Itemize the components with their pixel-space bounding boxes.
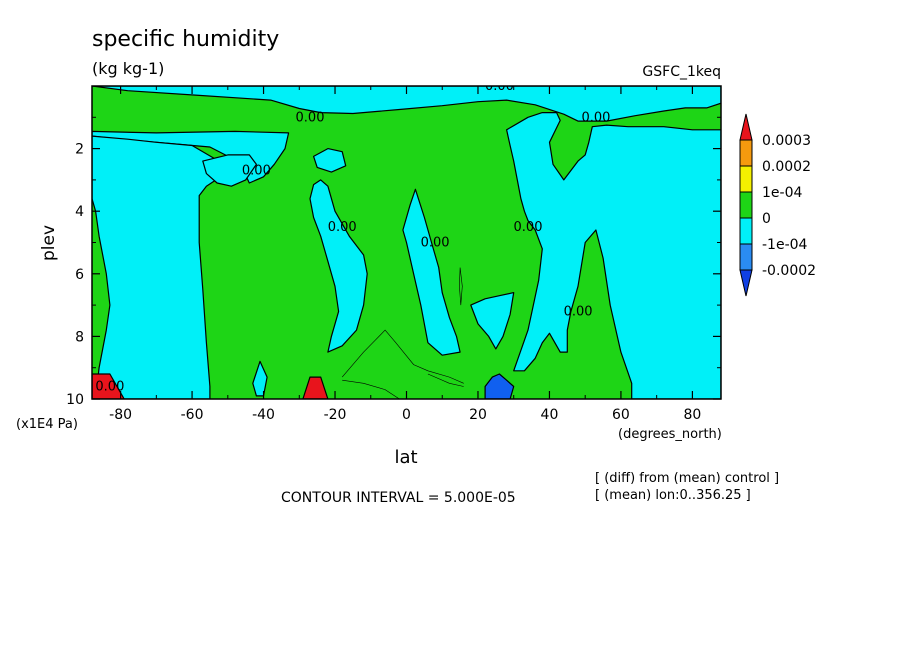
contour-label: 0.00: [328, 220, 357, 235]
contour-regions: [92, 86, 721, 399]
contour-region-negative: [252, 360, 268, 397]
colorbar-top-arrow: [739, 113, 753, 141]
y-tick-label: 6: [75, 267, 84, 283]
x-tick-label: -20: [324, 407, 347, 423]
thin-contour-line: [427, 373, 464, 387]
contour-label: 0.00: [485, 79, 514, 94]
chart-subtitle: (kg kg-1): [92, 59, 164, 78]
x-axis-ticks: -80 -60 -40 -20 0 20 40 60 80: [109, 86, 701, 423]
colorbar-segment: [739, 191, 753, 219]
colorbar-bottom-arrow: [739, 269, 753, 297]
contour-label: 0.00: [581, 110, 610, 125]
x-tick-label: -40: [252, 407, 275, 423]
colorbar-label: 0: [762, 211, 771, 227]
contour-labels: 0.00 0.00 0.00 0.00 0.00 0.00 0.00 0.00 0.00: [95, 79, 610, 394]
y-tick-label: 4: [75, 204, 84, 220]
colorbar-label: 0.0002: [762, 159, 811, 175]
plot-area: 0.00 0.00 0.00 0.00 0.00 0.00 0.00 0.00 0.00: [92, 79, 721, 399]
contour-label: 0.00: [514, 220, 543, 235]
contour-region-negative: [92, 135, 222, 399]
chart-title: specific humidity: [92, 27, 279, 52]
contour-label: 0.00: [242, 164, 271, 179]
y-axis-units: (x1E4 Pa): [16, 417, 78, 432]
contour-region-negative-strong: [484, 373, 515, 399]
thin-contour-lines: [341, 267, 464, 399]
contour-region-negative: [309, 179, 368, 353]
thin-contour-line: [459, 267, 463, 306]
y-tick-label: 8: [75, 329, 84, 345]
x-tick-label: 20: [469, 407, 487, 423]
contour-region-negative: [202, 154, 257, 187]
y-axis-ticks: 2 4 6 8 10: [66, 116, 721, 408]
colorbar-label: -1e-04: [762, 237, 808, 253]
y-tick-label: 10: [66, 392, 84, 408]
thin-contour-line: [342, 379, 400, 399]
x-axis-label: lat: [394, 447, 417, 468]
x-tick-label: 80: [683, 407, 701, 423]
colorbar-label: 0.0003: [762, 133, 811, 149]
contour-label: 0.00: [95, 379, 124, 394]
y-tick-label: 2: [75, 142, 84, 158]
colorbar-segment: [739, 243, 753, 271]
contour-interval: CONTOUR INTERVAL = 5.000E-05: [281, 490, 516, 506]
x-tick-label: 0: [402, 407, 411, 423]
x-tick-label: -60: [181, 407, 204, 423]
note-mean: [ (mean) lon:0..356.25 ]: [595, 488, 751, 503]
colorbar-label: -0.0002: [762, 263, 816, 279]
x-tick-label: -80: [109, 407, 132, 423]
x-axis-units: (degrees_north): [618, 427, 722, 442]
contour-label: 0.00: [296, 110, 325, 125]
contour-region-negative: [402, 188, 461, 356]
thin-contour-line: [341, 329, 464, 384]
colorbar: 0.0003 0.0002 1e-04 0 -1e-04 -0.0002: [739, 113, 816, 297]
contour-region-negative: [470, 292, 515, 350]
contour-region-positive-strong: [302, 376, 329, 399]
x-tick-label: 40: [541, 407, 559, 423]
contour-label: 0.00: [421, 236, 450, 251]
contour-region-negative: [92, 86, 721, 122]
note-diff: [ (diff) from (mean) control ]: [595, 471, 779, 486]
y-axis-label: plev: [39, 225, 59, 261]
x-tick-label: 60: [612, 407, 630, 423]
contour-region-negative: [506, 111, 721, 399]
source-label: GSFC_1keq: [642, 64, 721, 80]
contour-region-negative: [313, 148, 347, 173]
colorbar-label: 1e-04: [762, 185, 802, 201]
colorbar-segment: [739, 139, 753, 167]
colorbar-segment: [739, 217, 753, 245]
contour-label: 0.00: [564, 304, 593, 319]
colorbar-segment: [739, 165, 753, 193]
